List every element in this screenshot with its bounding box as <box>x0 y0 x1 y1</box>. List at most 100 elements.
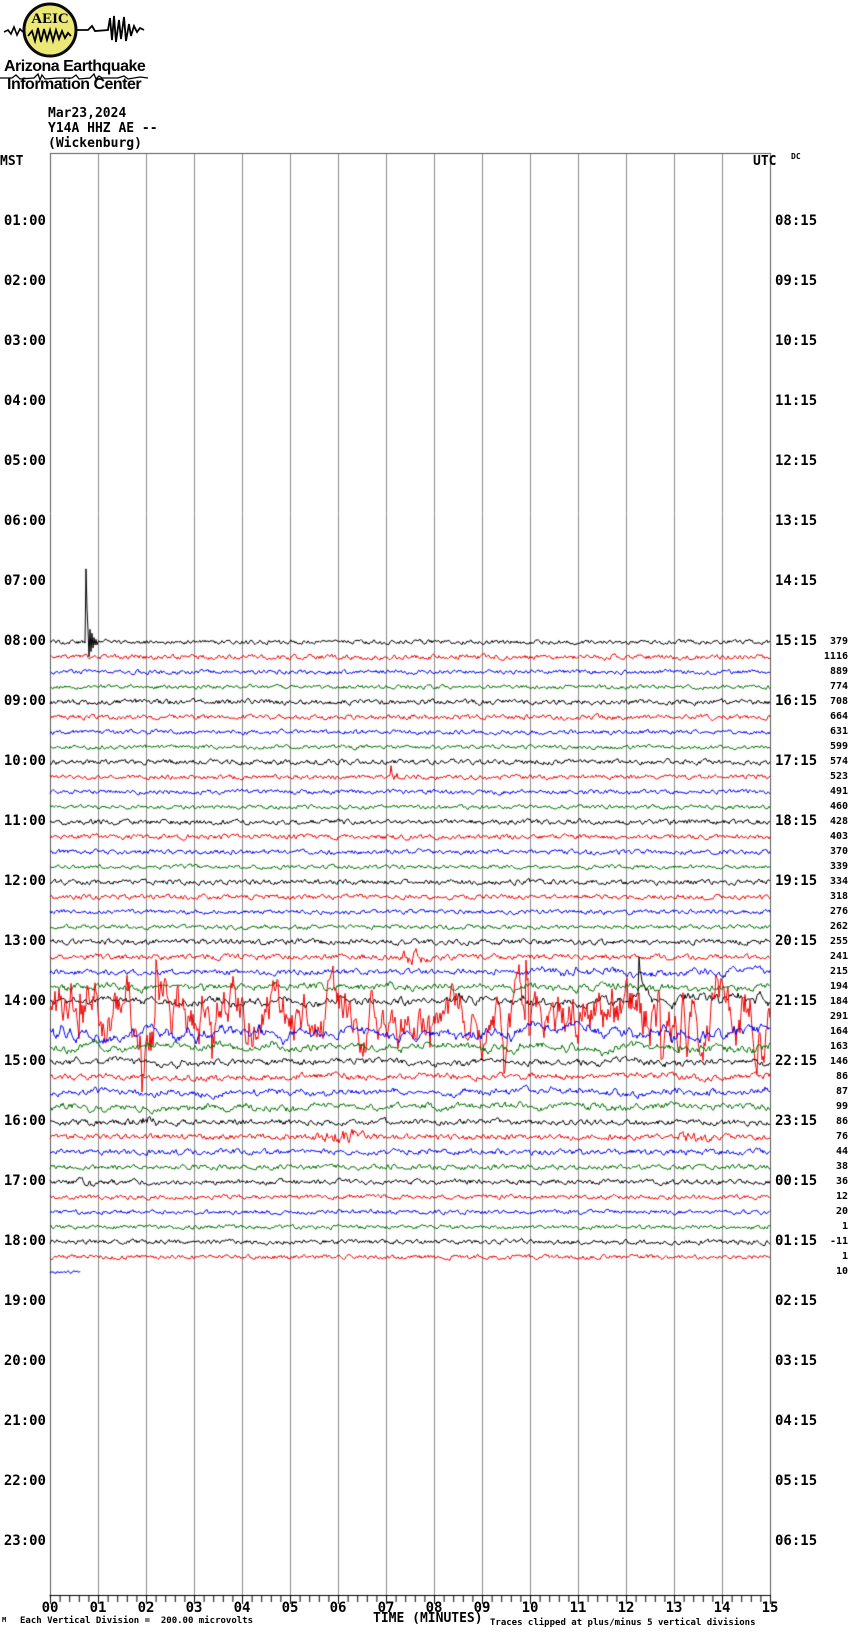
x-axis-tick-label: 14 <box>713 1600 731 1616</box>
utc-time-label: 13:15 <box>775 513 818 529</box>
aeic-logo: AEIC <box>3 2 145 58</box>
dc-offset-value: 334 <box>829 876 848 887</box>
dc-offset-value: 339 <box>829 861 848 872</box>
utc-time-label: 06:15 <box>775 1533 818 1549</box>
dc-offset-value: 664 <box>829 711 848 722</box>
x-axis-tick-label: 05 <box>281 1600 299 1616</box>
dc-offset-value: 379 <box>829 636 848 647</box>
mst-time-label: 22:00 <box>3 1473 46 1489</box>
mst-time-label: 18:00 <box>3 1233 46 1249</box>
dc-offset-value: 164 <box>829 1026 848 1037</box>
dc-offset-value: 86 <box>835 1116 848 1127</box>
utc-time-label: 02:15 <box>775 1293 818 1309</box>
mst-time-label: 05:00 <box>3 453 46 469</box>
dc-offset-value: 1 <box>841 1221 848 1232</box>
x-axis-tick-label: 03 <box>185 1600 203 1616</box>
dc-offset-value: 12 <box>835 1191 848 1202</box>
utc-time-label: 00:15 <box>775 1173 818 1189</box>
dc-offset-value: 194 <box>829 981 848 992</box>
dc-offset-value: 1 <box>841 1251 848 1262</box>
header-station: Y14A HHZ AE -- <box>48 121 158 136</box>
dc-offset-value: 318 <box>829 891 848 902</box>
dc-offset-value: 491 <box>829 786 848 797</box>
dc-offset-value: 1116 <box>823 651 848 662</box>
dc-offset-value: 163 <box>829 1041 848 1052</box>
dc-offset-value: 708 <box>829 696 848 707</box>
utc-time-label: 23:15 <box>775 1113 818 1129</box>
x-axis-tick-label: 09 <box>473 1600 491 1616</box>
mst-time-label: 17:00 <box>3 1173 46 1189</box>
utc-time-label: 10:15 <box>775 333 818 349</box>
mst-time-label: 04:00 <box>3 393 46 409</box>
dc-offset-value: 774 <box>829 681 848 692</box>
dc-offset-value: 20 <box>835 1206 848 1217</box>
clip-note: Traces clipped at plus/minus 5 vertical … <box>490 1618 756 1628</box>
dc-offset-value: 99 <box>835 1101 848 1112</box>
dc-offset-value: 262 <box>829 921 848 932</box>
mst-time-label: 16:00 <box>3 1113 46 1129</box>
dc-offset-value: -11 <box>829 1236 848 1247</box>
dc-offset-value: 370 <box>829 846 848 857</box>
x-axis-tick-label: 02 <box>137 1600 155 1616</box>
mst-time-label: 14:00 <box>3 993 46 1009</box>
x-axis-tick-label: 06 <box>329 1600 347 1616</box>
utc-axis-header: UTC <box>753 154 777 169</box>
dc-offset-value: 87 <box>835 1086 848 1097</box>
dc-offset-value: 889 <box>829 666 848 677</box>
header-location: (Wickenburg) <box>48 136 142 151</box>
utc-time-label: 17:15 <box>775 753 818 769</box>
mst-time-label: 11:00 <box>3 813 46 829</box>
scale-note: Each Vertical Division = 200.00 microvol… <box>20 1616 253 1626</box>
dc-offset-value: 428 <box>829 816 848 827</box>
dc-offset-value: 291 <box>829 1011 848 1022</box>
dc-offset-value: 241 <box>829 951 848 962</box>
corner-mark: M <box>2 1616 7 1624</box>
dc-offset-value: 523 <box>829 771 848 782</box>
dc-offset-value: 276 <box>829 906 848 917</box>
x-axis-tick-label: 08 <box>425 1600 443 1616</box>
mst-time-label: 06:00 <box>3 513 46 529</box>
mst-time-label: 08:00 <box>3 633 46 649</box>
utc-time-label: 20:15 <box>775 933 818 949</box>
utc-time-label: 15:15 <box>775 633 818 649</box>
dc-offset-value: 631 <box>829 726 848 737</box>
dc-offset-value: 86 <box>835 1071 848 1082</box>
utc-time-label: 11:15 <box>775 393 818 409</box>
logo-left-squiggle <box>3 24 24 37</box>
logo-title-line2: Information Center <box>7 76 142 93</box>
x-axis-tick-label: 13 <box>665 1600 683 1616</box>
mst-time-label: 09:00 <box>3 693 46 709</box>
header-date: Mar23,2024 <box>48 106 127 121</box>
dc-offset-value: 255 <box>829 936 848 947</box>
logo-right-squiggle <box>76 15 145 43</box>
x-axis-title: TIME (MINUTES) <box>373 1611 483 1626</box>
dc-offset-value: 10 <box>835 1266 848 1277</box>
utc-time-label: 03:15 <box>775 1353 818 1369</box>
x-axis-tick-label: 11 <box>569 1600 587 1616</box>
dc-offset-value: 38 <box>835 1161 848 1172</box>
utc-time-label: 01:15 <box>775 1233 818 1249</box>
mst-time-label: 21:00 <box>3 1413 46 1429</box>
utc-time-label: 18:15 <box>775 813 818 829</box>
dc-offset-value: 403 <box>829 831 848 842</box>
mst-time-label: 13:00 <box>3 933 46 949</box>
mst-axis-header: MST <box>0 154 24 169</box>
mst-time-label: 15:00 <box>3 1053 46 1069</box>
mst-time-label: 23:00 <box>3 1533 46 1549</box>
utc-time-label: 09:15 <box>775 273 818 289</box>
mst-time-label: 03:00 <box>3 333 46 349</box>
utc-time-label: 22:15 <box>775 1053 818 1069</box>
utc-time-label: 05:15 <box>775 1473 818 1489</box>
dc-offset-value: 215 <box>829 966 848 977</box>
x-axis-tick-label: 07 <box>377 1600 395 1616</box>
utc-time-label: 19:15 <box>775 873 818 889</box>
mst-time-label: 10:00 <box>3 753 46 769</box>
logo-title-line1: Arizona Earthquake <box>4 58 146 75</box>
utc-time-label: 12:15 <box>775 453 818 469</box>
dc-axis-header: DC <box>791 152 801 161</box>
x-axis-tick-label: 04 <box>233 1600 251 1616</box>
logo-wave <box>27 26 72 45</box>
x-axis-tick-label: 01 <box>89 1600 107 1616</box>
utc-time-label: 21:15 <box>775 993 818 1009</box>
